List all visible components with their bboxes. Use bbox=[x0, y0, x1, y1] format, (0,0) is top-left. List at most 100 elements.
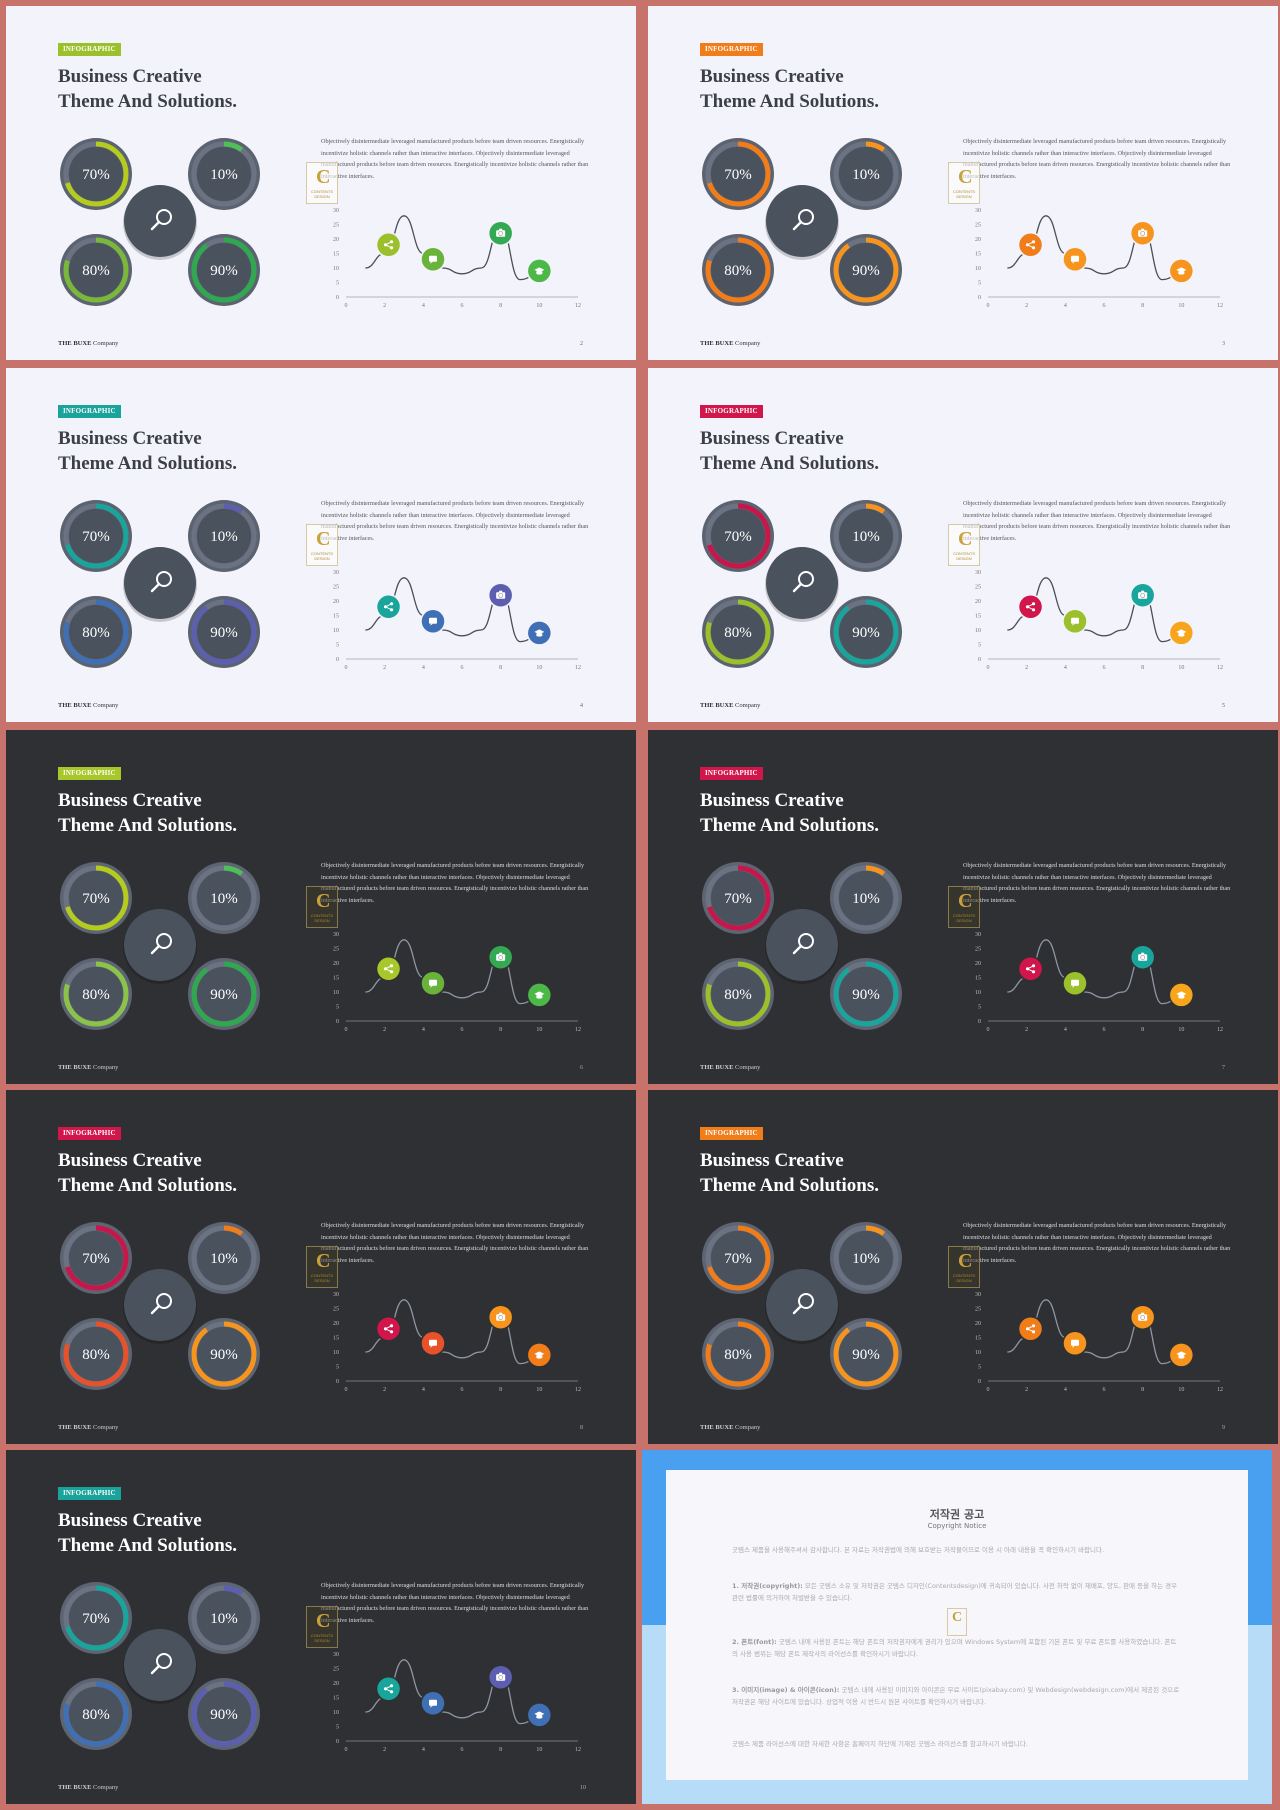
ring-disc bbox=[69, 605, 123, 659]
graduation-cap-icon bbox=[1176, 267, 1187, 275]
progress-ring-4: 90% bbox=[188, 1678, 260, 1750]
ring-progress bbox=[63, 141, 129, 207]
y-tick-label: 15 bbox=[975, 614, 981, 620]
infographic-tag: INFOGRAPHIC bbox=[700, 1127, 763, 1140]
slide-graphics: 70% 10% 80% 90% 0 2 4 6 8 10 12 0 5 10 15 20 25 30 bbox=[702, 1222, 1223, 1393]
ring-disc bbox=[197, 509, 251, 563]
copyright-para-3-head: 3. 이미지(image) & 아이콘(icon): bbox=[732, 1686, 840, 1694]
x-tick-label: 10 bbox=[536, 303, 542, 309]
x-tick-label: 8 bbox=[499, 665, 502, 671]
ring-disc bbox=[711, 871, 765, 925]
percent-label: 10% bbox=[210, 891, 238, 907]
percent-label: 10% bbox=[852, 167, 880, 183]
y-tick-label: 10 bbox=[333, 628, 339, 634]
percent-label: 70% bbox=[724, 1251, 752, 1267]
y-tick-label: 5 bbox=[978, 1365, 981, 1371]
chart-marker-graduation-cap-icon bbox=[526, 1702, 553, 1728]
percent-label: 90% bbox=[852, 987, 880, 1003]
series-line bbox=[1007, 577, 1182, 643]
ring-disc bbox=[197, 967, 251, 1021]
slide-title: Business Creative Theme And Solutions. bbox=[58, 64, 318, 114]
y-tick-label: 0 bbox=[978, 295, 981, 301]
ring-disc bbox=[711, 605, 765, 659]
x-tick-label: 12 bbox=[575, 1027, 581, 1033]
chart-marker-chat-icon bbox=[1062, 1330, 1088, 1357]
ring-progress bbox=[705, 503, 771, 569]
x-tick-label: 12 bbox=[575, 665, 581, 671]
logo-letter: C bbox=[316, 890, 331, 912]
x-tick-label: 8 bbox=[1141, 1027, 1144, 1033]
x-tick-label: 2 bbox=[383, 303, 386, 309]
y-tick-label: 30 bbox=[333, 1292, 339, 1298]
ring-disc bbox=[69, 1687, 123, 1741]
y-tick-label: 25 bbox=[333, 585, 339, 591]
slide-graphics: 70% 10% 80% 90% 0 2 4 6 8 10 12 0 5 10 15 20 25 30 bbox=[60, 1222, 581, 1393]
copyright-para-3-body: 굿템스 내에 사용된 이미지와 아이콘은 무료 사이트(pixabay.com)… bbox=[732, 1686, 1180, 1706]
progress-ring-1: 70% bbox=[60, 1222, 132, 1294]
percent-label: 90% bbox=[852, 263, 880, 279]
slide-8: INFOGRAPHIC Business Creative Theme And So… bbox=[6, 1090, 636, 1444]
progress-ring-4: 90% bbox=[830, 234, 902, 306]
y-tick-label: 10 bbox=[333, 1350, 339, 1356]
x-tick-label: 10 bbox=[1178, 665, 1184, 671]
ring-progress bbox=[705, 237, 771, 303]
chart-marker-chat-icon bbox=[1062, 246, 1088, 273]
title-line-1: Business Creative bbox=[58, 790, 202, 811]
footer-brand: THE BUXE bbox=[700, 1424, 734, 1431]
y-tick-label: 15 bbox=[333, 614, 339, 620]
graduation-cap-icon bbox=[534, 629, 545, 637]
footer-company-word: Company bbox=[735, 340, 761, 347]
logo-letter: C bbox=[958, 528, 973, 550]
progress-ring-1: 70% bbox=[60, 1582, 132, 1654]
chat-icon bbox=[1071, 1339, 1079, 1348]
ring-disc bbox=[69, 871, 123, 925]
x-tick-label: 6 bbox=[1103, 303, 1106, 309]
ring-progress bbox=[833, 237, 899, 303]
y-tick-label: 20 bbox=[975, 1321, 981, 1327]
graduation-cap-icon bbox=[534, 1711, 545, 1719]
ring-progress bbox=[191, 1225, 257, 1291]
progress-ring-1: 70% bbox=[60, 862, 132, 934]
chart-marker-chat-icon bbox=[420, 1330, 446, 1357]
x-tick-label: 10 bbox=[536, 1027, 542, 1033]
y-tick-label: 20 bbox=[333, 1681, 339, 1687]
y-tick-label: 25 bbox=[975, 1307, 981, 1313]
percent-label: 70% bbox=[82, 1611, 110, 1627]
series-line bbox=[1007, 939, 1182, 1005]
logo-letter: C bbox=[316, 528, 331, 550]
progress-ring-1: 70% bbox=[702, 138, 774, 210]
logo-text: CONTENTS DESIGN bbox=[311, 189, 333, 199]
x-tick-label: 6 bbox=[1103, 665, 1106, 671]
percent-label: 10% bbox=[852, 891, 880, 907]
chart-marker-camera-icon bbox=[1129, 220, 1156, 246]
line-chart: 0 2 4 6 8 10 12 0 5 10 15 20 25 30 bbox=[333, 932, 581, 1033]
page-number: 4 bbox=[580, 703, 583, 709]
copyright-paper: 저작권 공고 Copyright Notice 굿템스 제품을 사용해주셔서 감… bbox=[666, 1470, 1248, 1780]
chart-marker-graduation-cap-icon bbox=[526, 982, 553, 1008]
slide-title: Business Creative Theme And Solutions. bbox=[700, 64, 960, 114]
slide-graphics: 70% 10% 80% 90% 0 2 4 6 8 10 12 0 5 10 15 20 25 30 bbox=[60, 1582, 581, 1753]
title-line-2: Theme And Solutions. bbox=[58, 453, 237, 474]
slide-10: INFOGRAPHIC Business Creative Theme And So… bbox=[6, 1450, 636, 1804]
ring-progress bbox=[63, 865, 129, 931]
footer-brand: THE BUXE bbox=[58, 1424, 92, 1431]
graduation-cap-icon bbox=[1176, 991, 1187, 999]
copyright-outro: 굿템스 제품 라이선스에 대한 자세한 사항은 홈페이지 하단에 기재된 굿템스… bbox=[732, 1740, 1028, 1748]
progress-ring-4: 90% bbox=[830, 596, 902, 668]
chart-marker-graduation-cap-icon bbox=[526, 620, 553, 646]
percent-label: 70% bbox=[82, 891, 110, 907]
percent-label: 80% bbox=[724, 263, 752, 279]
percent-label: 70% bbox=[82, 167, 110, 183]
y-tick-label: 10 bbox=[333, 990, 339, 996]
series-line bbox=[1007, 215, 1182, 281]
x-tick-label: 8 bbox=[1141, 665, 1144, 671]
line-chart: 0 2 4 6 8 10 12 0 5 10 15 20 25 30 bbox=[975, 1292, 1223, 1393]
x-tick-label: 4 bbox=[1064, 1387, 1067, 1393]
y-tick-label: 30 bbox=[975, 208, 981, 214]
chart-marker-chat-icon bbox=[420, 608, 446, 635]
chart-marker-share-icon bbox=[375, 232, 402, 258]
progress-ring-2: 10% bbox=[830, 1222, 902, 1294]
slide-description: Objectively disintermediate leveraged ma… bbox=[321, 1582, 589, 1624]
progress-ring-3: 80% bbox=[702, 234, 774, 306]
page-number: 6 bbox=[580, 1065, 583, 1071]
